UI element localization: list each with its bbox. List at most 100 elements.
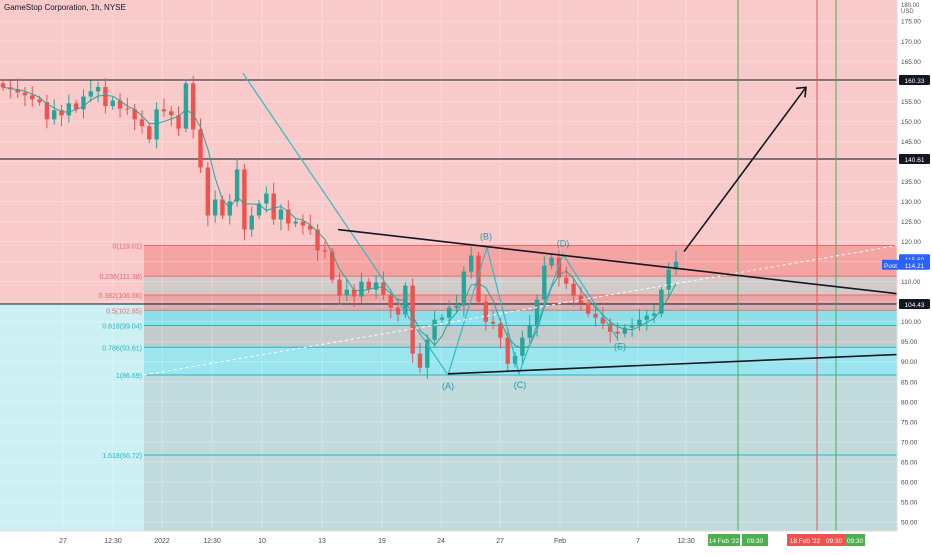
candle bbox=[242, 169, 247, 230]
fib-label-0.786: 0.786(93.61) bbox=[102, 345, 142, 352]
time-tick-label: 10 bbox=[258, 538, 266, 545]
price-tick-label: 60.00 bbox=[901, 479, 918, 486]
fib-label-0.618: 0.618(99.04) bbox=[102, 324, 142, 331]
candle bbox=[344, 289, 350, 296]
wave-label: (A) bbox=[442, 381, 454, 391]
price-tick-label: 165.00 bbox=[901, 59, 921, 66]
candle bbox=[644, 315, 649, 320]
candle bbox=[395, 307, 401, 315]
grid-lines bbox=[0, 20, 897, 523]
fib-band-236-382 bbox=[144, 276, 897, 296]
candle bbox=[556, 257, 562, 278]
candle bbox=[637, 319, 642, 326]
candle bbox=[139, 119, 145, 127]
candle bbox=[571, 283, 576, 296]
candle bbox=[629, 325, 635, 328]
candle bbox=[132, 109, 137, 120]
candle bbox=[52, 110, 57, 120]
price-badge-label: 160.33 bbox=[905, 78, 925, 85]
candle bbox=[373, 282, 379, 290]
candle bbox=[278, 209, 284, 220]
date-badge-label: 09:30 bbox=[847, 538, 864, 545]
fib-label-0.5: 0.5(102.85) bbox=[106, 308, 142, 315]
candle bbox=[271, 193, 276, 220]
price-tick-label: 80.00 bbox=[901, 399, 918, 406]
price-tick-label: 100.00 bbox=[901, 319, 921, 326]
candle bbox=[256, 203, 262, 216]
horizontal-levels bbox=[0, 79, 897, 305]
candle bbox=[659, 289, 664, 314]
candle bbox=[549, 257, 554, 266]
candle bbox=[651, 313, 657, 316]
time-tick-label: 24 bbox=[437, 538, 445, 545]
wave-label: (D) bbox=[557, 238, 570, 248]
candle bbox=[95, 86, 101, 92]
price-tick-label: 155.00 bbox=[901, 99, 921, 106]
candle bbox=[322, 250, 328, 252]
candle bbox=[220, 199, 225, 216]
candle bbox=[183, 83, 189, 129]
date-badge bbox=[823, 534, 845, 546]
time-axis: 27 12:30 2022 12:30 10 13 19 24 27 Feb 7 12:30 14 Fe… bbox=[0, 530, 932, 550]
candle bbox=[110, 100, 115, 107]
candle bbox=[66, 103, 72, 116]
elliott-wave-path bbox=[242, 72, 619, 377]
date-badge bbox=[742, 534, 768, 546]
candle bbox=[125, 108, 130, 110]
projection-arrow bbox=[683, 86, 807, 253]
price-badge-label: 140.61 bbox=[905, 157, 925, 164]
time-tick-label: 2022 bbox=[154, 538, 170, 545]
date-badge-label: 18 Feb '22 bbox=[790, 538, 821, 545]
candle bbox=[666, 269, 671, 290]
price-tick-label: 50.00 bbox=[901, 519, 918, 526]
candle bbox=[490, 321, 496, 324]
candle bbox=[147, 126, 152, 140]
triangle-lower-trendline bbox=[447, 353, 898, 375]
candle bbox=[264, 193, 269, 204]
vertical-date-lines bbox=[737, 0, 837, 531]
fib-band-1-1618 bbox=[144, 375, 897, 531]
fib-label-1.618: 1.618(66.72) bbox=[102, 453, 142, 460]
candle bbox=[234, 169, 240, 202]
price-tick-label: 55.00 bbox=[901, 499, 918, 506]
fib-label-1: 1(86.69) bbox=[116, 373, 142, 380]
price-tick-label: 90.00 bbox=[901, 359, 918, 366]
candle bbox=[600, 317, 606, 324]
date-badge bbox=[845, 534, 865, 546]
candle bbox=[351, 289, 357, 297]
candle bbox=[73, 103, 79, 110]
candle bbox=[388, 294, 393, 308]
fib-diagonal-dashed bbox=[143, 245, 898, 376]
candle bbox=[432, 319, 437, 340]
candle bbox=[59, 110, 64, 116]
time-tick-label: 12:30 bbox=[203, 538, 221, 545]
moving-average-line bbox=[2, 86, 677, 350]
fib-band-618-786 bbox=[144, 325, 897, 348]
candle bbox=[81, 96, 86, 110]
candle bbox=[176, 115, 181, 129]
price-tick-label: 120.00 bbox=[901, 239, 921, 246]
candle bbox=[103, 86, 108, 107]
candle bbox=[505, 337, 510, 364]
price-tick-label: 85.00 bbox=[901, 379, 918, 386]
fib-band-382-5 bbox=[144, 295, 897, 311]
time-tick-label: 13 bbox=[318, 538, 326, 545]
candle bbox=[534, 299, 540, 326]
candle bbox=[308, 225, 313, 230]
triangle-upper-trendline bbox=[337, 228, 898, 295]
candle bbox=[169, 111, 174, 116]
price-tick-label: 65.00 bbox=[901, 459, 918, 466]
candle bbox=[329, 251, 335, 280]
candle bbox=[190, 83, 196, 130]
candle bbox=[498, 323, 503, 338]
candle bbox=[37, 99, 42, 103]
price-axis-bg bbox=[897, 0, 932, 550]
price-badge-label: Post bbox=[884, 263, 897, 270]
candle bbox=[542, 265, 547, 300]
price-badge-label: 114.21 bbox=[905, 263, 925, 270]
date-badge bbox=[787, 534, 823, 546]
candle bbox=[30, 95, 35, 100]
price-tick-label: 145.00 bbox=[901, 139, 921, 146]
